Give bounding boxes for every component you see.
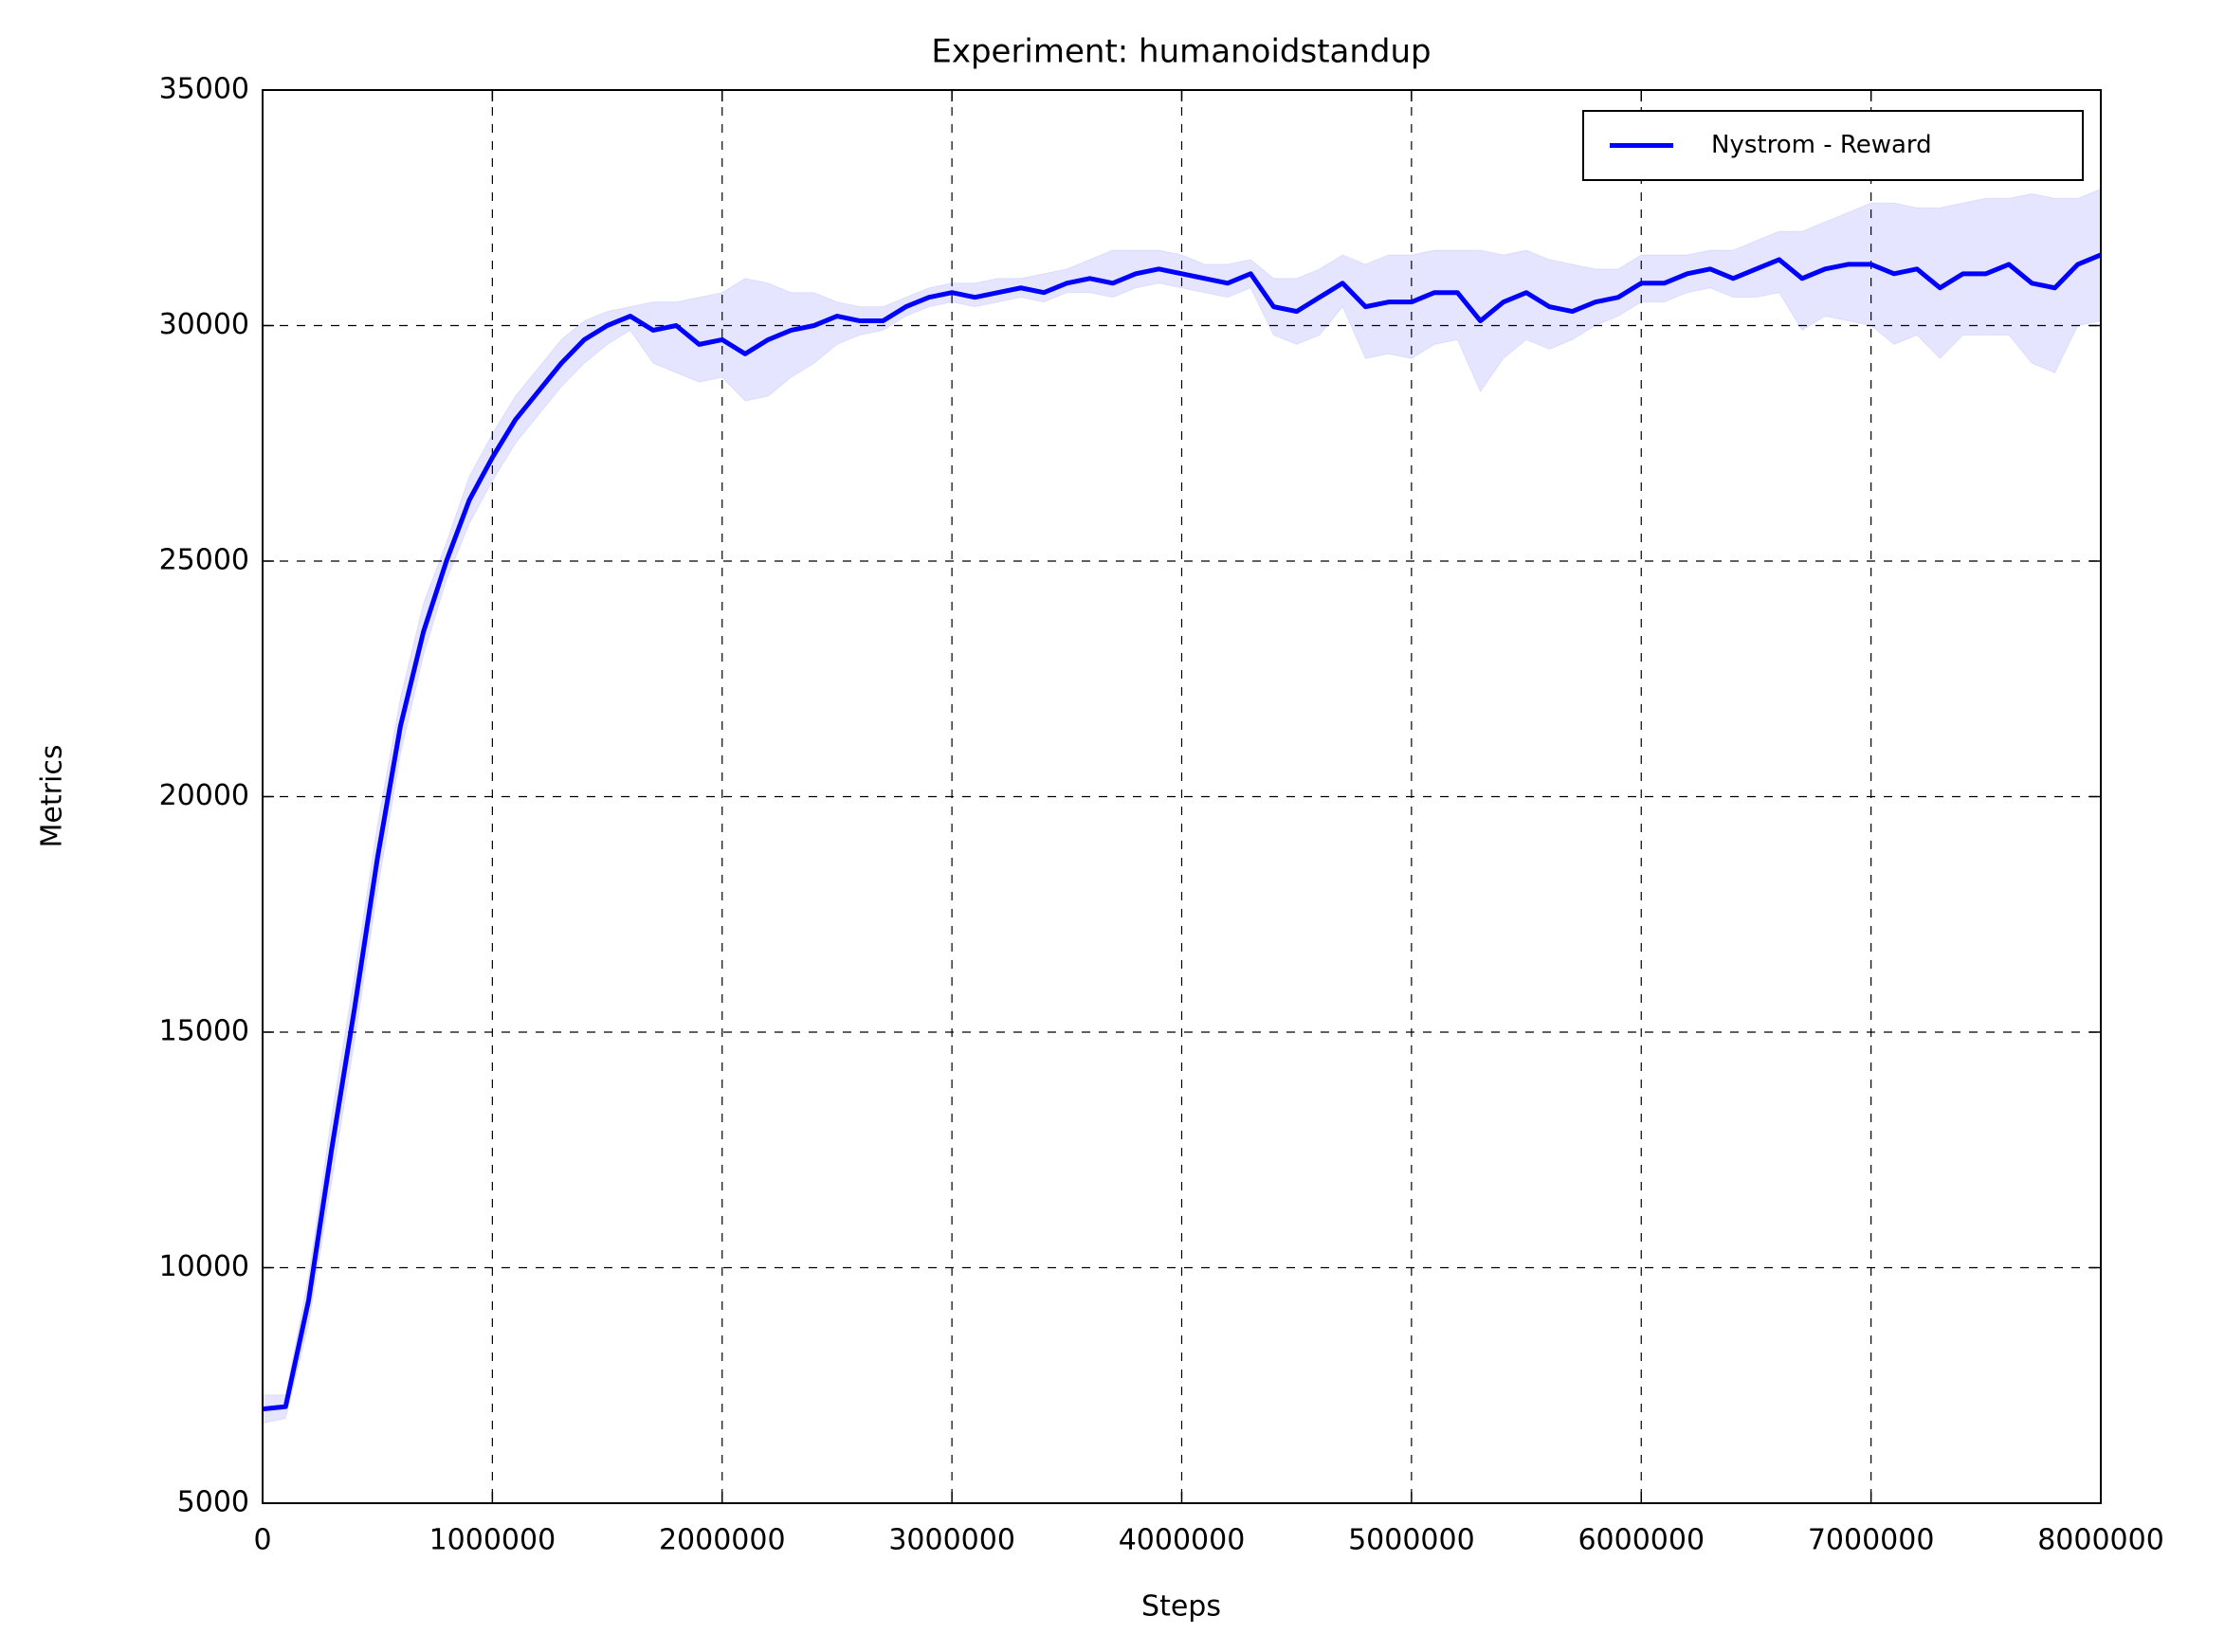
y-tick-label: 15000	[159, 1015, 249, 1048]
x-tick-label: 8000000	[2037, 1524, 2164, 1557]
x-tick-label: 1000000	[429, 1524, 556, 1557]
y-axis-label: Metrics	[36, 745, 69, 848]
x-tick-label: 3000000	[888, 1524, 1015, 1557]
x-tick-label: 7000000	[1808, 1524, 1935, 1557]
x-tick-label: 0	[253, 1524, 271, 1557]
y-tick-label: 20000	[159, 779, 249, 812]
y-tick-label: 35000	[159, 73, 249, 106]
chart-title: Experiment: humanoidstandup	[931, 33, 1431, 71]
y-tick-label: 25000	[159, 544, 249, 577]
x-tick-label: 6000000	[1578, 1524, 1705, 1557]
x-tick-label: 4000000	[1119, 1524, 1246, 1557]
x-tick-label: 2000000	[659, 1524, 786, 1557]
legend-label: Nystrom - Reward	[1711, 131, 1932, 159]
y-tick-label: 5000	[177, 1486, 249, 1519]
plot-frame	[262, 89, 2102, 1504]
data-line	[262, 252, 2102, 1412]
y-tick-label: 30000	[159, 308, 249, 341]
y-tick-label: 10000	[159, 1250, 249, 1283]
x-axis-label: Steps	[1141, 1590, 1221, 1624]
x-tick-label: 5000000	[1348, 1524, 1475, 1557]
